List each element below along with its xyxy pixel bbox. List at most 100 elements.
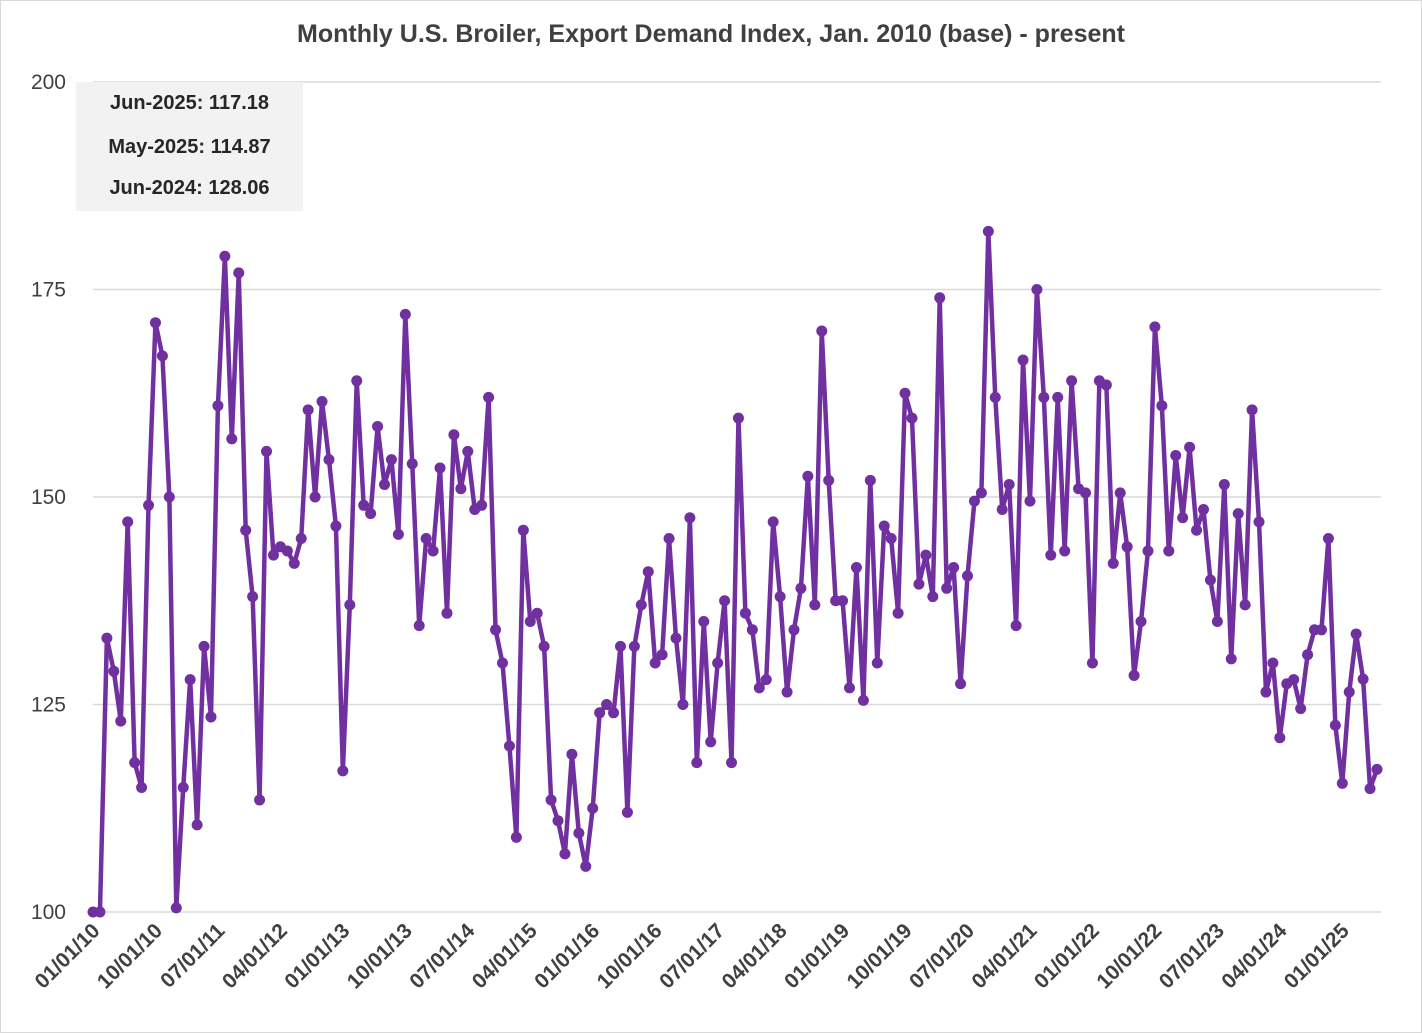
data-point [163,491,175,503]
data-point [365,508,377,520]
data-point [1107,557,1119,569]
x-tick-label: 10/01/13 [343,919,417,993]
data-point [101,632,113,644]
x-tick-label: 10/01/16 [593,919,667,993]
y-tick-label: 125 [31,694,66,717]
data-point [580,860,592,872]
x-tick-label: 01/01/19 [780,919,854,993]
data-point [705,736,717,748]
data-point [885,533,897,544]
data-point [490,624,502,636]
data-point [1371,763,1383,775]
data-point [712,657,724,669]
data-point [94,906,106,918]
data-point [1142,545,1154,557]
data-point [594,707,606,719]
data-point [871,657,883,669]
data-point [677,699,689,710]
data-point [996,503,1008,515]
data-point [309,491,321,503]
series-path [93,229,1380,915]
data-point [920,549,932,561]
data-point [545,794,557,806]
x-axis-ticks: 01/01/1010/01/1007/01/1104/01/1201/01/13… [30,919,1354,993]
data-point [1052,391,1064,403]
data-point [1038,391,1050,403]
data-point [406,458,418,470]
data-point [823,474,835,486]
data-point [601,699,613,710]
data-point [149,317,161,329]
x-tick-label: 10/01/22 [1092,919,1166,993]
data-point [1177,512,1189,524]
data-point [732,412,744,424]
x-tick-label: 10/01/10 [93,919,167,993]
data-point [212,400,224,412]
data-point [767,516,779,528]
data-point [143,499,155,511]
data-point [281,545,293,557]
data-point [170,902,182,914]
data-point [122,516,134,528]
data-point [955,678,967,690]
data-point [351,375,363,387]
data-point [913,578,925,590]
data-point [302,404,314,416]
data-point [1357,673,1369,685]
x-tick-label: 01/01/10 [30,919,104,993]
data-point [379,479,391,491]
x-tick-label: 04/01/18 [718,919,792,993]
data-point [781,686,793,698]
chart-title: Monthly U.S. Broiler, Export Demand Inde… [297,20,1125,48]
data-point [226,433,238,445]
data-point [1128,669,1140,681]
data-point [878,520,890,532]
data-point [510,831,522,843]
data-point [1350,628,1362,640]
data-point [941,582,953,594]
data-point [261,445,273,457]
data-point [1322,533,1334,544]
annotation-box: Jun-2025: 117.18 May-2025: 114.87 Jun-20… [76,82,303,211]
data-point [108,665,120,677]
data-point [156,350,168,362]
data-point [1191,524,1203,536]
data-point [1156,400,1168,412]
data-point [531,607,543,619]
data-point [1114,487,1126,499]
series-line [87,225,1383,918]
x-tick-label: 01/01/22 [1030,919,1104,993]
y-tick-label: 175 [31,279,66,302]
data-point [566,748,578,760]
data-point [1024,495,1036,507]
data-point [358,499,370,511]
data-point [337,765,349,777]
x-tick-label: 07/01/14 [405,919,479,993]
data-point [753,682,765,694]
data-point [670,632,682,644]
data-point [399,308,411,320]
data-point [788,624,800,636]
data-point [1121,541,1133,553]
data-point [559,848,571,860]
data-point [698,616,710,627]
data-point [844,682,856,694]
data-point [233,267,245,279]
data-point [837,595,849,607]
data-point [635,599,647,611]
data-point [816,325,828,337]
x-tick-label: 07/01/20 [905,919,979,993]
data-point [934,292,946,304]
data-point [968,495,980,507]
data-point [802,470,814,482]
x-tick-label: 10/01/19 [843,919,917,993]
data-point [254,794,266,806]
data-point [628,640,640,652]
data-point [552,815,564,827]
data-point [1086,657,1098,669]
data-point [420,533,432,544]
data-point [1100,379,1112,391]
data-point [462,445,474,457]
data-point [177,782,189,793]
data-point [1010,620,1022,632]
